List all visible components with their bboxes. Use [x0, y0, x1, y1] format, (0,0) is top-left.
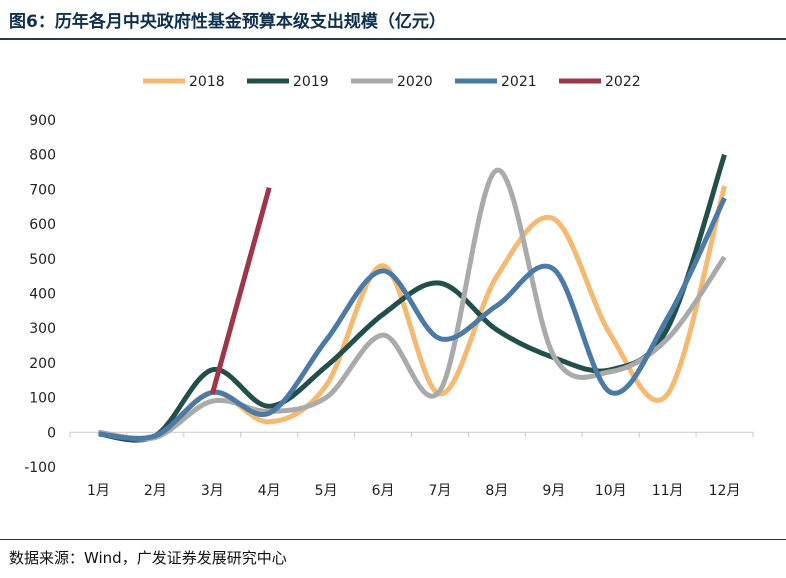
series-lines	[98, 153, 727, 443]
series-line-2020	[98, 167, 727, 442]
title-divider	[0, 38, 786, 40]
y-tick-label: 600	[29, 217, 56, 233]
x-tick-label: 1月	[87, 483, 110, 499]
x-tick-label: 9月	[542, 483, 565, 499]
series-line-2018	[98, 185, 727, 441]
y-tick-label: 500	[29, 252, 56, 268]
y-tick-label: 400	[29, 287, 56, 303]
x-tick-label: 3月	[201, 483, 224, 499]
legend-label-2022: 2022	[605, 74, 641, 90]
legend-label-2020: 2020	[397, 74, 433, 90]
y-tick-label: 200	[29, 356, 56, 372]
y-tick-label: -100	[24, 460, 56, 476]
x-tick-label: 5月	[315, 483, 338, 499]
x-tick-label: 11月	[652, 483, 684, 499]
x-tick-label: 2月	[144, 483, 167, 499]
legend-label-2021: 2021	[501, 74, 537, 90]
legend-label-2018: 2018	[189, 74, 225, 90]
chart-title: 图6：历年各月中央政府性基金预算本级支出规模（亿元）	[9, 12, 446, 32]
legend-label-2019: 2019	[293, 74, 329, 90]
source-divider	[0, 539, 786, 540]
x-tick-label: 7月	[428, 483, 451, 499]
legend: 2018 2019 2020 2021 2022	[143, 74, 641, 90]
x-tick-label: 6月	[372, 483, 395, 499]
series-line-2022	[209, 187, 272, 395]
y-axis: -100 0 100 200 300 400 500 600 700 800 900	[24, 113, 56, 476]
y-tick-label: 100	[29, 391, 56, 407]
x-tick-label: 4月	[258, 483, 281, 499]
x-tick-label: 8月	[485, 483, 508, 499]
series-line-2019	[98, 153, 727, 443]
source-note: 数据来源：Wind，广发证券发展研究中心	[9, 549, 287, 567]
x-tick-label: 10月	[595, 483, 627, 499]
y-tick-label: 700	[29, 182, 56, 198]
x-tick-label: 12月	[709, 483, 741, 499]
series-line-2021	[98, 197, 727, 441]
x-axis: 1月 2月 3月 4月 5月 6月 7月 8月 9月 10月 11月 12月	[69, 431, 754, 499]
y-tick-label: 800	[29, 148, 56, 164]
y-tick-label: 0	[47, 425, 56, 441]
line-chart: 2018 2019 2020 2021 2022 -100 0 100 200 300 400 50…	[24, 74, 754, 499]
y-tick-label: 900	[29, 113, 56, 129]
y-tick-label: 300	[29, 321, 56, 337]
